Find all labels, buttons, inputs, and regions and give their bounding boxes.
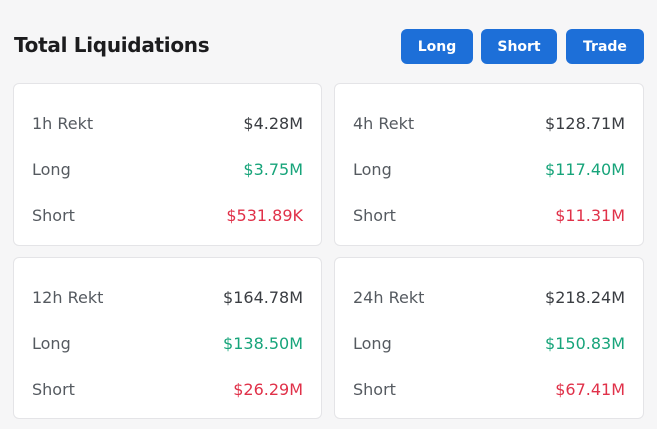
- stat-row: 12h Rekt $164.78M: [32, 274, 303, 320]
- row-value: $11.31M: [555, 205, 625, 225]
- short-button[interactable]: Short: [481, 29, 557, 64]
- stat-row: 1h Rekt $4.28M: [32, 100, 303, 146]
- row-label: Short: [353, 205, 396, 225]
- row-label: Long: [353, 159, 392, 179]
- row-label: Long: [353, 333, 392, 353]
- stat-card: 1h Rekt $4.28M Long $3.75M Short $531.89K: [13, 83, 322, 246]
- row-label: 4h Rekt: [353, 113, 415, 133]
- row-label: 1h Rekt: [32, 113, 94, 133]
- row-label: Short: [32, 205, 75, 225]
- card-grid: 1h Rekt $4.28M Long $3.75M Short $531.89K 4h R…: [13, 83, 644, 419]
- stat-card: 24h Rekt $218.24M Long $150.83M Short $67.41M: [334, 257, 644, 419]
- row-value: $138.50M: [223, 333, 303, 353]
- stat-row: Long $117.40M: [353, 146, 625, 192]
- row-value: $117.40M: [545, 159, 625, 179]
- stat-row: Short $11.31M: [353, 192, 625, 238]
- stat-row: Long $150.83M: [353, 320, 625, 366]
- stat-row: Long $3.75M: [32, 146, 303, 192]
- row-label: Short: [32, 379, 75, 399]
- row-value: $3.75M: [243, 159, 303, 179]
- stat-row: Long $138.50M: [32, 320, 303, 366]
- row-label: 24h Rekt: [353, 287, 425, 307]
- stat-card: 4h Rekt $128.71M Long $117.40M Short $11.31M: [334, 83, 644, 246]
- stat-row: Short $531.89K: [32, 192, 303, 238]
- stat-row: 4h Rekt $128.71M: [353, 100, 625, 146]
- row-value: $531.89K: [226, 205, 303, 225]
- button-group: Long Short Trade: [401, 29, 644, 64]
- row-value: $218.24M: [545, 287, 625, 307]
- title: Total Liquidations: [14, 33, 210, 57]
- row-value: $128.71M: [545, 113, 625, 133]
- stat-row: Short $67.41M: [353, 366, 625, 412]
- row-value: $150.83M: [545, 333, 625, 353]
- row-value: $164.78M: [223, 287, 303, 307]
- trade-button[interactable]: Trade: [566, 29, 644, 64]
- row-label: Short: [353, 379, 396, 399]
- row-label: Long: [32, 159, 71, 179]
- stat-row: Short $26.29M: [32, 366, 303, 412]
- row-value: $67.41M: [555, 379, 625, 399]
- row-value: $4.28M: [243, 113, 303, 133]
- row-label: 12h Rekt: [32, 287, 104, 307]
- stat-card: 12h Rekt $164.78M Long $138.50M Short $26.29M: [13, 257, 322, 419]
- row-label: Long: [32, 333, 71, 353]
- row-value: $26.29M: [233, 379, 303, 399]
- long-button[interactable]: Long: [401, 29, 473, 64]
- stat-row: 24h Rekt $218.24M: [353, 274, 625, 320]
